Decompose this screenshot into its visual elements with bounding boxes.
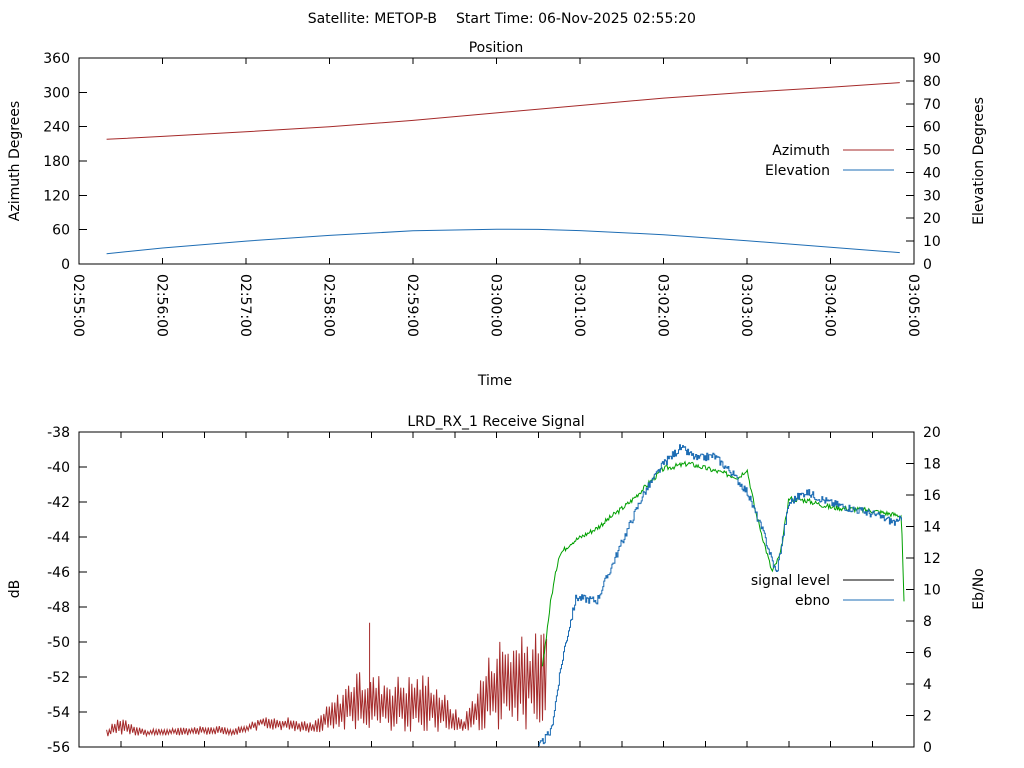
chart0-xtick-label: 02:58:00	[321, 274, 337, 337]
position-chart-title: Position	[469, 40, 524, 56]
chart1-y2tick-label: 0	[923, 740, 932, 756]
chart0-series-azimuth	[106, 82, 900, 140]
chart0-xtick-label: 02:57:00	[237, 274, 253, 337]
chart1-ytick-label: -52	[47, 670, 70, 686]
chart0-frame	[78, 57, 915, 265]
chart1-y2tick-label: 20	[923, 425, 941, 441]
chart1-series-line	[541, 460, 905, 667]
chart1-ytick-label: -38	[47, 425, 70, 441]
chart0-y2tick-label: 90	[923, 51, 941, 67]
chart0-y2tick-label: 10	[923, 234, 941, 250]
chart1-y2tick-label: 12	[923, 551, 941, 567]
chart1-ytick-label: -54	[47, 705, 70, 721]
chart0-series-elevation	[106, 228, 900, 255]
chart0-xtick-label: 03:03:00	[738, 274, 754, 337]
chart1-y2tick-label: 8	[923, 614, 932, 630]
position-x-label: Time	[477, 373, 512, 389]
plot-layer: 060120180240300360010203040506070809002:…	[43, 51, 941, 756]
chart0-xtick-label: 02:59:00	[404, 274, 420, 337]
chart1-y2tick-label: 14	[923, 520, 941, 536]
chart0-xtick-label: 03:00:00	[488, 274, 504, 337]
chart1-ytick-label: -56	[47, 740, 70, 756]
position-y-label: Azimuth Degrees	[7, 101, 23, 221]
chart0-ytick-label: 60	[52, 223, 70, 239]
chart1-ytick-label: -48	[47, 600, 70, 616]
chart1-y2tick-label: 4	[923, 677, 932, 693]
chart0-ytick-label: 0	[61, 257, 70, 273]
satellite-title: Satellite: METOP-B	[308, 11, 437, 27]
chart0-xtick-label: 02:55:00	[70, 274, 86, 337]
chart1-series-ebno	[538, 444, 902, 747]
chart1-ytick-label: -44	[47, 530, 70, 546]
chart1-ytick-label: -46	[47, 565, 70, 581]
chart0-y2tick-label: 30	[923, 188, 941, 204]
chart1-ytick-label: -50	[47, 635, 70, 651]
chart0-y2tick-label: 20	[923, 211, 941, 227]
chart0-legend-label: Elevation	[765, 163, 830, 179]
chart0-ytick-label: 240	[43, 120, 70, 136]
signal-y-label: dB	[7, 580, 23, 599]
chart0-xtick-label: 03:01:00	[571, 274, 587, 337]
chart1-y2tick-label: 2	[923, 709, 932, 725]
chart0-y2tick-label: 60	[923, 120, 941, 136]
start-time-title: Start Time: 06-Nov-2025 02:55:20	[456, 11, 696, 27]
chart0-xtick-label: 02:56:00	[154, 274, 170, 337]
chart0-y2tick-label: 80	[923, 74, 941, 90]
signal-chart-title: LRD_RX_1 Receive Signal	[407, 414, 584, 430]
chart1-y2tick-label: 16	[923, 488, 941, 504]
chart0-ytick-label: 180	[43, 154, 70, 170]
chart0-ytick-label: 360	[43, 51, 70, 67]
chart0-xtick-label: 03:04:00	[822, 274, 838, 337]
chart0-ytick-label: 300	[43, 85, 70, 101]
chart1-series-trace	[106, 633, 548, 738]
chart0-y2tick-label: 70	[923, 97, 941, 113]
chart1-ytick-label: -40	[47, 460, 70, 476]
chart1-legend-label: ebno	[795, 593, 830, 609]
chart0-ytick-label: 120	[43, 188, 70, 204]
chart0-xtick-label: 03:05:00	[905, 274, 921, 337]
chart1-y2tick-label: 18	[923, 457, 941, 473]
chart0-xtick-label: 03:02:00	[655, 274, 671, 337]
chart0-legend-label: Azimuth	[772, 143, 830, 159]
position-y2-label: Elevation Degrees	[971, 97, 987, 225]
chart1-legend-label: signal level	[751, 573, 830, 589]
chart0-y2tick-label: 40	[923, 165, 941, 181]
chart0-y2tick-label: 50	[923, 143, 941, 159]
chart1-y2tick-label: 10	[923, 583, 941, 599]
chart0-y2tick-label: 0	[923, 257, 932, 273]
chart1-y2tick-label: 6	[923, 646, 932, 662]
signal-y2-label: Eb/No	[971, 568, 987, 610]
chart1-ytick-label: -42	[47, 495, 70, 511]
